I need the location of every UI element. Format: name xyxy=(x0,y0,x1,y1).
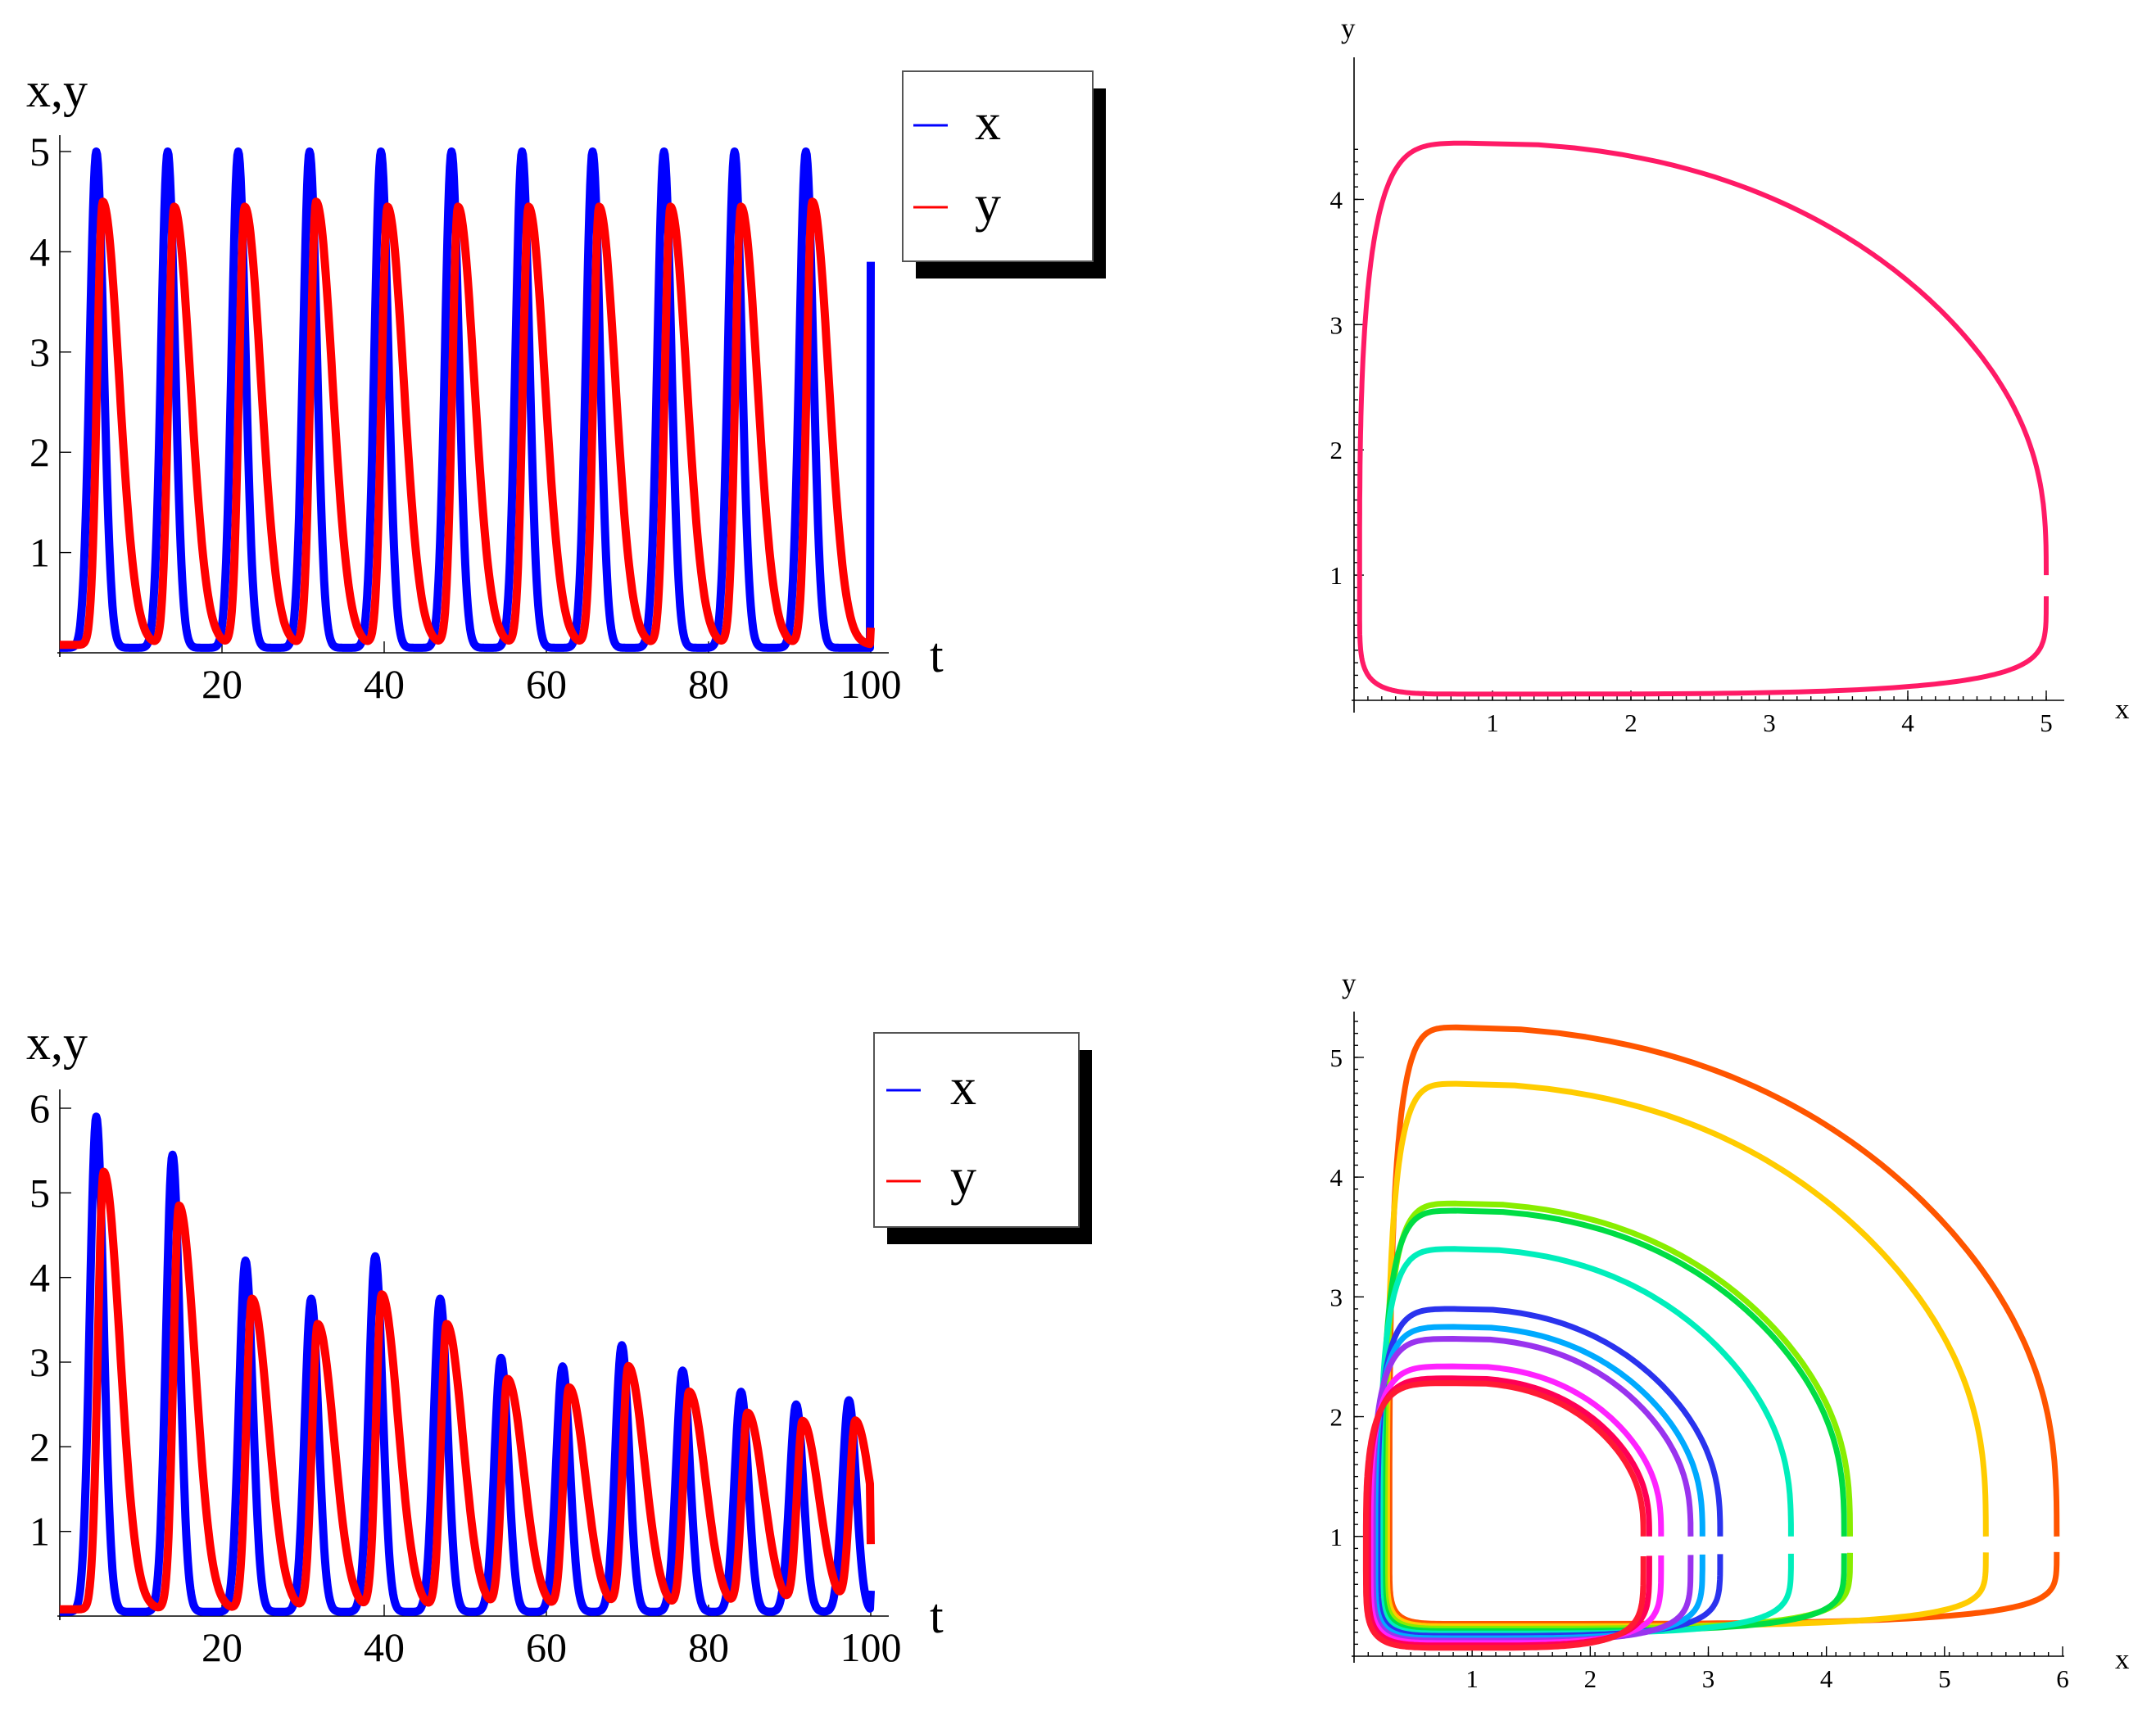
x-tick-label: 100 xyxy=(840,661,902,707)
y-tick-label: 2 xyxy=(1330,1403,1343,1432)
y-tick-label: 1 xyxy=(1330,1523,1343,1551)
y-tick-label: 2 xyxy=(1330,436,1343,464)
y-tick-label: 4 xyxy=(29,229,50,274)
plot-area: 1 2 3 4 5 1 2 3 4 x y xyxy=(1330,12,2131,737)
x-tick-label: 2 xyxy=(1584,1664,1597,1693)
x-tick-label: 60 xyxy=(526,1624,567,1670)
y-tick-label: 3 xyxy=(1330,1283,1343,1311)
orbit-line xyxy=(1367,1363,1665,1646)
y-tick-label: 4 xyxy=(1330,185,1343,214)
x-tick-label: 5 xyxy=(2040,709,2053,737)
x-axis-label: t xyxy=(930,1589,944,1643)
legend: x y xyxy=(902,70,1106,278)
orbit-line xyxy=(1357,140,2049,697)
y-tick-label: 4 xyxy=(1330,1163,1343,1192)
x-axis-label: x xyxy=(2115,693,2130,725)
series-group xyxy=(1362,1024,2060,1651)
legend-label-y: y xyxy=(950,1148,976,1206)
x-tick-label: 5 xyxy=(1938,1664,1951,1693)
y-axis-label: y xyxy=(1341,12,1356,44)
x-tick-label: 4 xyxy=(1901,709,1914,737)
legend-label-x: x xyxy=(975,93,1001,151)
y-tick-label: 5 xyxy=(1330,1044,1343,1072)
y-tick-label: 3 xyxy=(29,1339,50,1385)
y-axis-label: x,y xyxy=(26,1016,88,1070)
y-tick-label: 1 xyxy=(29,530,50,576)
y-axis-label: x,y xyxy=(26,63,88,117)
x-tick-label: 4 xyxy=(1820,1664,1833,1693)
chart-bottom-right: 1 2 3 4 5 6 1 2 3 4 5 x y xyxy=(1330,967,2131,1693)
y-tick-label: 3 xyxy=(1330,310,1343,339)
x-tick-label: 40 xyxy=(364,661,405,707)
series-line-y xyxy=(57,197,875,650)
x-tick-label: 3 xyxy=(1702,1664,1715,1693)
x-axis-label: x xyxy=(2115,1643,2130,1675)
x-tick-label: 1 xyxy=(1486,709,1499,737)
x-tick-label: 6 xyxy=(2056,1664,2069,1693)
series-line-y xyxy=(57,1167,875,1614)
orbit-line xyxy=(1375,1306,1723,1639)
x-tick-label: 80 xyxy=(688,661,729,707)
y-tick-label: 5 xyxy=(29,129,50,174)
x-tick-label: 40 xyxy=(364,1624,405,1670)
series-group xyxy=(57,147,875,652)
chart-bottom-left: 20 40 60 80 100 1 2 3 4 5 6 t x,y x y xyxy=(26,1016,1092,1670)
legend: x y xyxy=(873,1032,1092,1244)
tick-group: 1 2 3 4 5 6 1 2 3 4 5 xyxy=(1330,1021,2069,1693)
x-tick-label: 80 xyxy=(688,1624,729,1670)
x-tick-label: 20 xyxy=(202,661,242,707)
series-group xyxy=(1357,140,2049,697)
legend-box xyxy=(873,1032,1080,1228)
plot-area: 20 40 60 80 100 1 2 3 4 5 6 t x,y xyxy=(26,1016,944,1670)
x-tick-label: 60 xyxy=(526,661,567,707)
chart-top-left: 20 40 60 80 100 1 2 3 4 5 t x,y x y xyxy=(26,63,1106,707)
y-tick-label: 6 xyxy=(29,1085,50,1131)
y-tick-label: 3 xyxy=(29,329,50,375)
series-line-x xyxy=(57,147,875,652)
y-tick-label: 2 xyxy=(29,429,50,475)
y-tick-label: 1 xyxy=(29,1509,50,1555)
tick-group: 20 40 60 80 100 1 2 3 4 5 6 xyxy=(29,1085,902,1670)
orbit-line xyxy=(1384,1080,1989,1629)
tick-group: 20 40 60 80 100 1 2 3 4 5 xyxy=(29,129,902,707)
legend-label-y: y xyxy=(975,174,1001,233)
legend-label-x: x xyxy=(950,1057,976,1116)
plot-area: 1 2 3 4 5 6 1 2 3 4 5 x y xyxy=(1330,967,2131,1693)
x-axis-label: t xyxy=(930,628,944,682)
tick-group: 1 2 3 4 5 1 2 3 4 xyxy=(1330,148,2053,737)
orbit-line xyxy=(1382,1200,1853,1632)
series-group xyxy=(57,1112,875,1616)
y-tick-label: 2 xyxy=(29,1424,50,1469)
x-tick-label: 20 xyxy=(202,1624,242,1670)
legend-box xyxy=(902,70,1094,262)
orbit-line xyxy=(1362,1380,1646,1651)
x-tick-label: 3 xyxy=(1763,709,1776,737)
chart-top-right: 1 2 3 4 5 1 2 3 4 x y xyxy=(1330,12,2131,737)
x-tick-label: 2 xyxy=(1624,709,1637,737)
y-tick-label: 1 xyxy=(1330,561,1343,590)
series-line-x xyxy=(57,1112,875,1616)
orbit-line xyxy=(1365,1375,1652,1649)
plot-area: 20 40 60 80 100 1 2 3 4 5 t x,y xyxy=(26,63,944,707)
x-tick-label: 100 xyxy=(840,1624,902,1670)
x-tick-label: 1 xyxy=(1465,1664,1479,1693)
y-axis-label: y xyxy=(1342,967,1357,999)
y-tick-label: 4 xyxy=(29,1255,50,1301)
y-tick-label: 5 xyxy=(29,1170,50,1216)
